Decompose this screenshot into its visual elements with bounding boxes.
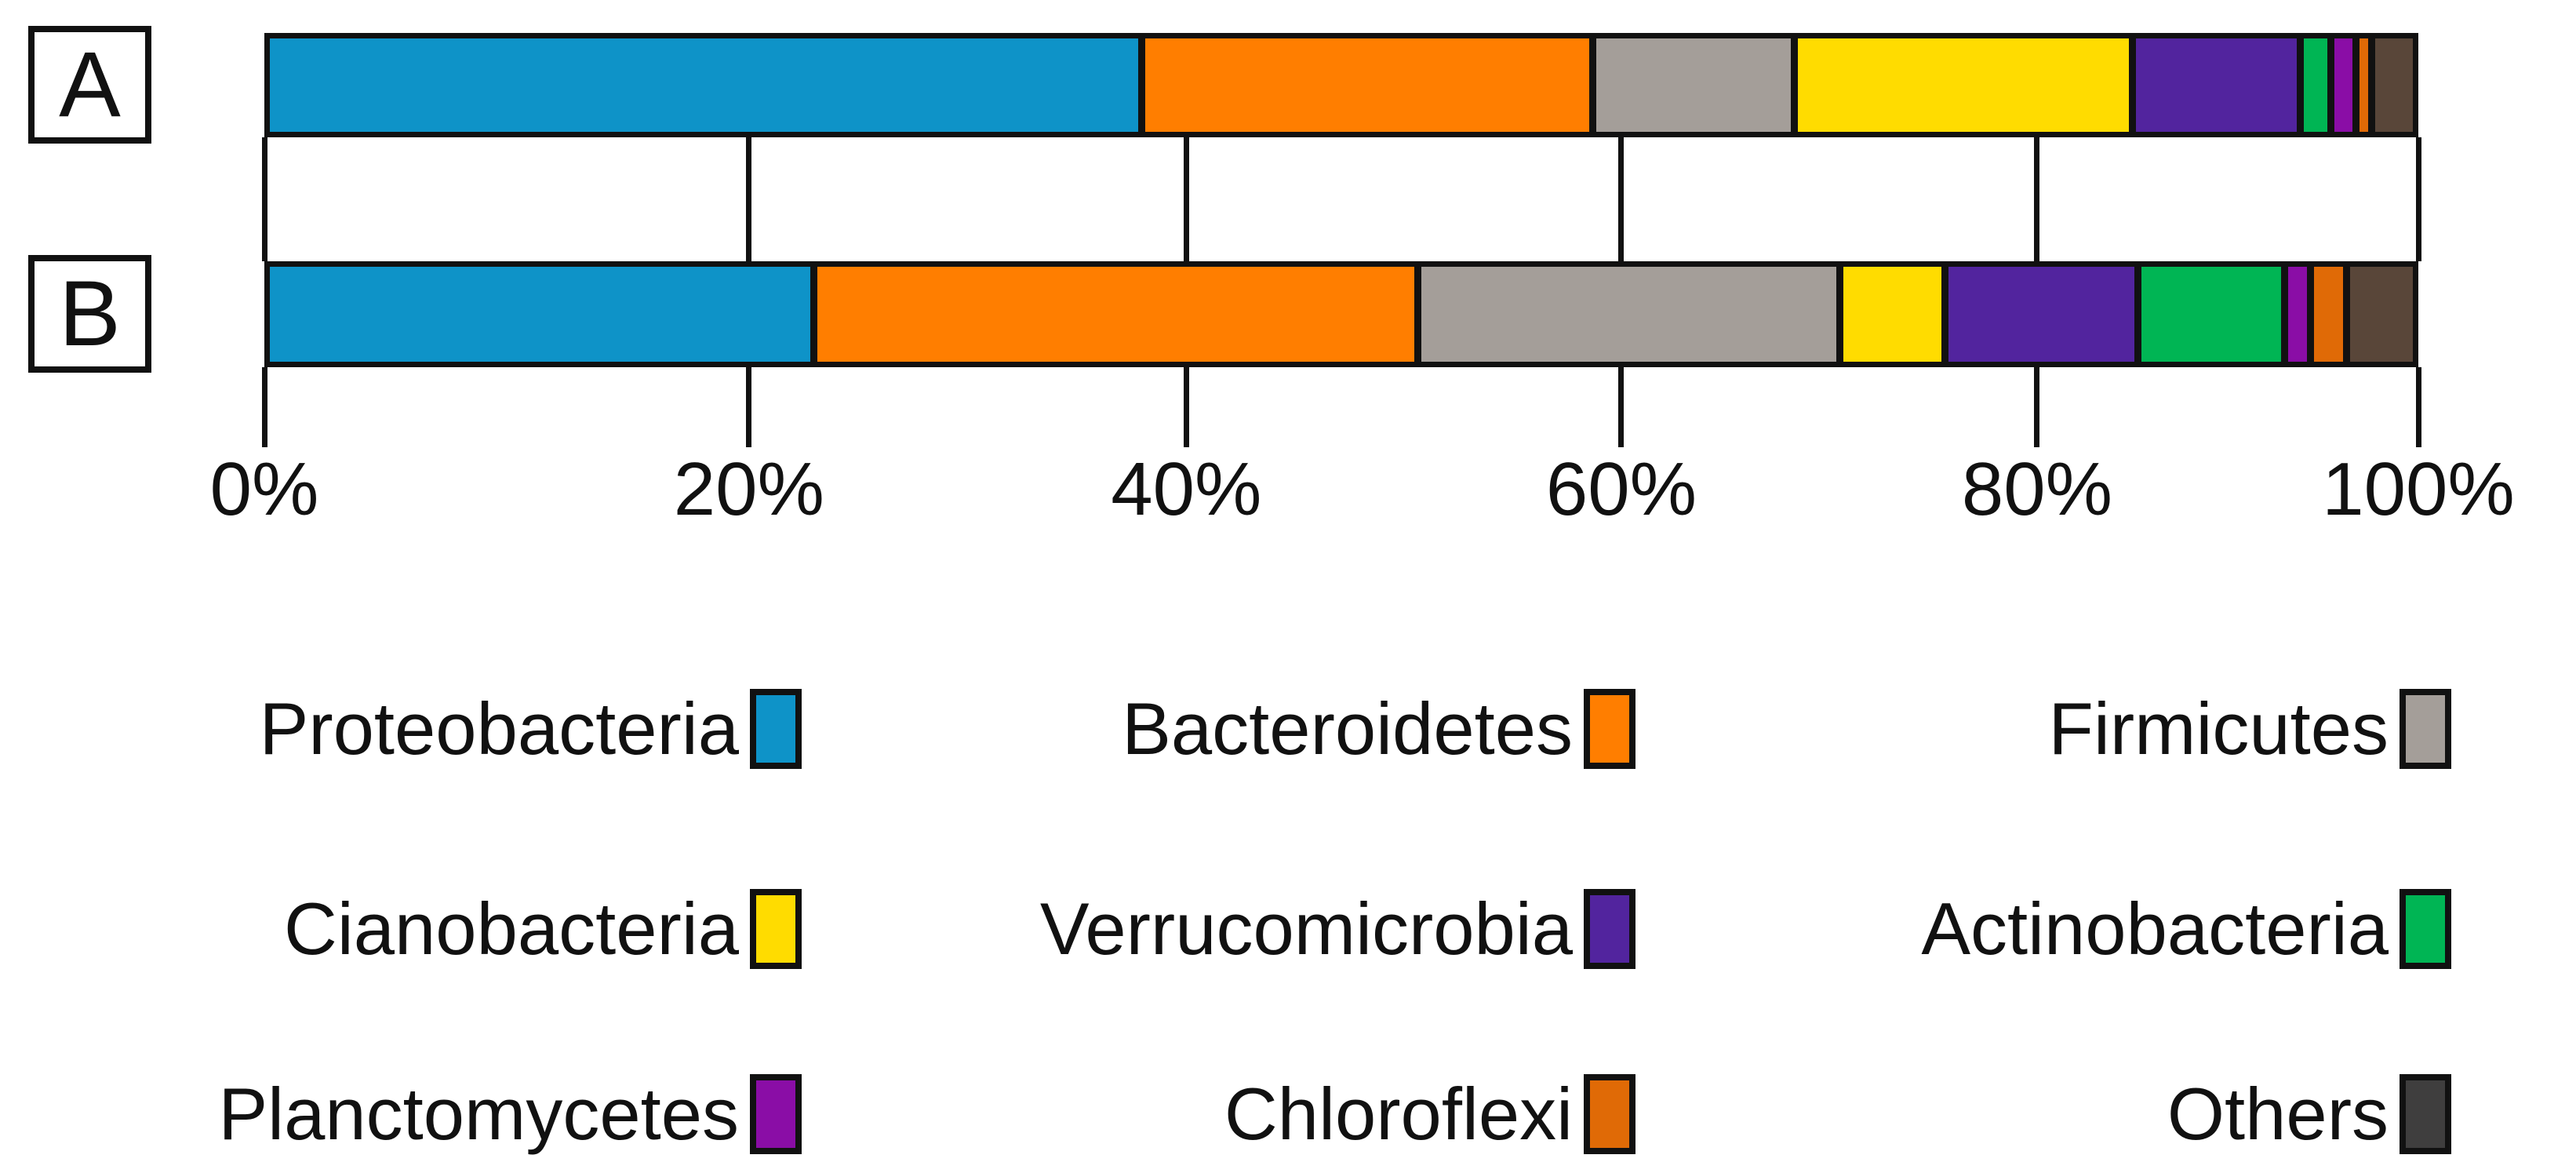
tick-20- bbox=[746, 367, 752, 447]
legend-label-firmicutes: Firmicutes bbox=[2048, 687, 2389, 770]
legend-swatch-chloroflexi bbox=[1584, 1074, 1635, 1154]
gridline-0- bbox=[261, 137, 267, 261]
legend-item-actinobacteria: Actinobacteria bbox=[1921, 888, 2451, 970]
gridline-100- bbox=[2415, 137, 2421, 261]
bar-b-segment-verrucomicrobia bbox=[1948, 267, 2134, 362]
gridline-60- bbox=[1618, 137, 1625, 261]
bar-b-segment-firmicutes bbox=[1421, 267, 1837, 362]
legend-label-planctomycetes: Planctomycetes bbox=[218, 1073, 739, 1155]
legend-swatch-verrucomicrobia bbox=[1584, 889, 1635, 969]
tick-label-60-: 60% bbox=[1545, 447, 1697, 531]
legend-item-firmicutes: Firmicutes bbox=[2049, 688, 2451, 770]
bar-a-segment-others bbox=[2375, 38, 2413, 132]
stacked-bar-sample-b bbox=[264, 261, 2418, 367]
bar-a-segment-verrucomicrobia bbox=[2136, 38, 2298, 132]
tick-0- bbox=[261, 367, 267, 447]
bar-a-segment-proteobacteria bbox=[270, 38, 1138, 132]
tick-label-80-: 80% bbox=[1961, 447, 2113, 531]
bar-b-segment-actinobacteria bbox=[2141, 267, 2282, 362]
tick-label-20-: 20% bbox=[673, 447, 824, 531]
panel-label-b: B bbox=[28, 255, 151, 373]
gridline-40- bbox=[1183, 137, 1189, 261]
legend-swatch-proteobacteria bbox=[750, 689, 802, 769]
legend-label-others: Others bbox=[2167, 1073, 2389, 1155]
bar-a-segment-actinobacteria bbox=[2304, 38, 2327, 132]
legend-item-others: Others bbox=[2167, 1073, 2451, 1155]
bar-a-segment-bacteroidetes bbox=[1144, 38, 1590, 132]
legend-swatch-cianobacteria bbox=[750, 889, 802, 969]
panel-letter-b: B bbox=[59, 262, 121, 366]
bar-b-segment-others bbox=[2350, 267, 2413, 362]
bar-b-segment-bacteroidetes bbox=[817, 267, 1414, 362]
legend-label-cianobacteria: Cianobacteria bbox=[283, 887, 739, 970]
bar-b-segment-proteobacteria bbox=[270, 267, 810, 362]
panel-label-a: A bbox=[28, 26, 151, 144]
bar-b-segment-chloroflexi bbox=[2313, 267, 2344, 362]
legend-swatch-firmicutes bbox=[2400, 689, 2451, 769]
legend-swatch-planctomycetes bbox=[750, 1074, 802, 1154]
tick-60- bbox=[1618, 367, 1625, 447]
tick-label-0-: 0% bbox=[209, 447, 319, 531]
panel-letter-a: A bbox=[59, 33, 121, 137]
legend-item-planctomycetes: Planctomycetes bbox=[218, 1073, 802, 1155]
bar-b-segment-planctomycetes bbox=[2288, 267, 2307, 362]
legend-label-actinobacteria: Actinobacteria bbox=[1921, 887, 2389, 970]
bar-a-segment-planctomycetes bbox=[2334, 38, 2353, 132]
tick-80- bbox=[2034, 367, 2040, 447]
gridline-80- bbox=[2034, 137, 2040, 261]
bar-a-segment-cianobacteria bbox=[1797, 38, 2130, 132]
legend-item-bacteroidetes: Bacteroidetes bbox=[1122, 688, 1635, 770]
bar-a-segment-chloroflexi bbox=[2360, 38, 2369, 132]
legend-item-chloroflexi: Chloroflexi bbox=[1224, 1073, 1635, 1155]
tick-label-100-: 100% bbox=[2322, 447, 2515, 531]
legend-swatch-bacteroidetes bbox=[1584, 689, 1635, 769]
tick-40- bbox=[1183, 367, 1189, 447]
legend-label-bacteroidetes: Bacteroidetes bbox=[1122, 687, 1573, 770]
legend-item-proteobacteria: Proteobacteria bbox=[260, 688, 802, 770]
tick-100- bbox=[2415, 367, 2421, 447]
stacked-bar-sample-a bbox=[264, 33, 2418, 137]
bar-a-segment-firmicutes bbox=[1596, 38, 1791, 132]
legend-swatch-others bbox=[2400, 1074, 2451, 1154]
legend-swatch-actinobacteria bbox=[2400, 889, 2451, 969]
legend-label-verrucomicrobia: Verrucomicrobia bbox=[1039, 887, 1573, 970]
tick-label-40-: 40% bbox=[1111, 447, 1262, 531]
legend-item-cianobacteria: Cianobacteria bbox=[284, 888, 802, 970]
gridline-20- bbox=[746, 137, 752, 261]
legend-item-verrucomicrobia: Verrucomicrobia bbox=[1040, 888, 1635, 970]
bar-b-segment-cianobacteria bbox=[1843, 267, 1942, 362]
legend-label-chloroflexi: Chloroflexi bbox=[1224, 1073, 1573, 1155]
legend-label-proteobacteria: Proteobacteria bbox=[259, 687, 739, 770]
